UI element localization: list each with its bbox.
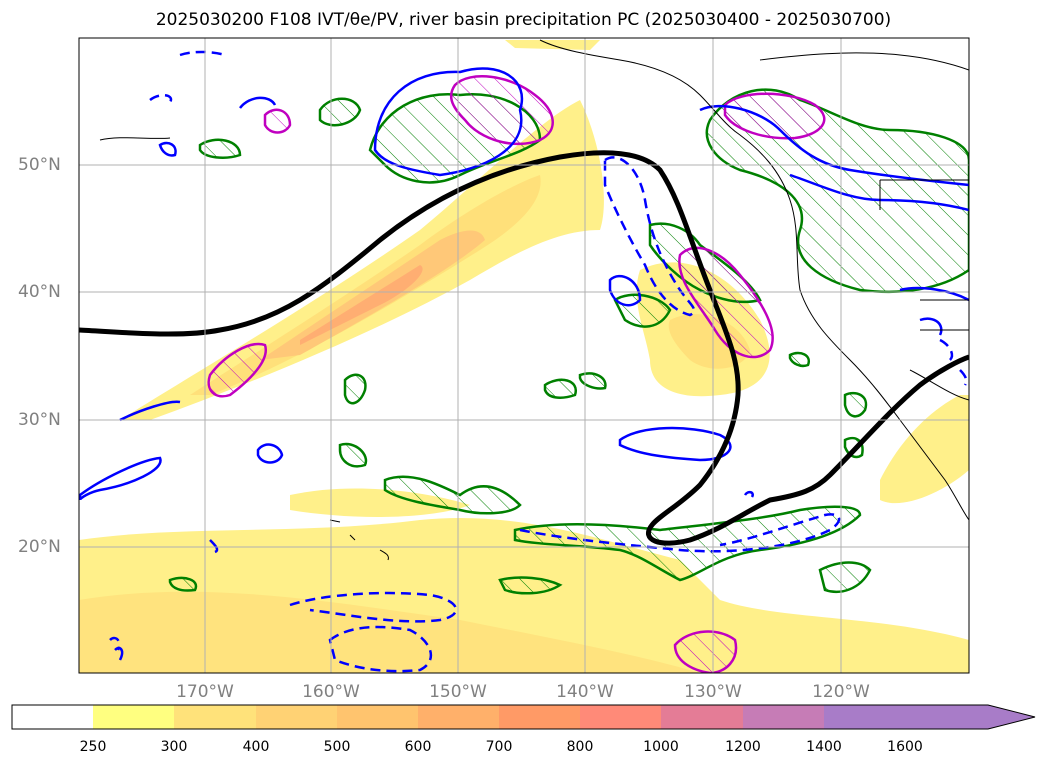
lon-label-170w: 170°W <box>176 682 234 702</box>
lon-label-120w: 120°W <box>812 682 870 702</box>
lat-label-40: 40°N <box>18 282 61 302</box>
colorbar-tick-300: 300 <box>160 739 188 755</box>
chart-title: 2025030200 F108 IVT/θe/PV, river basin p… <box>155 10 892 30</box>
jet-contour <box>79 150 969 546</box>
lon-label-140w: 140°W <box>556 682 614 702</box>
lon-label-150w: 150°W <box>429 682 487 702</box>
colorbar <box>11 704 1036 730</box>
lat-label-50: 50°N <box>18 155 61 175</box>
colorbar-tick-700: 700 <box>485 739 513 755</box>
lon-label-160w: 160°W <box>302 682 360 702</box>
colorbar-tick-1000: 1000 <box>643 739 679 755</box>
colorbar-tick-1600: 1600 <box>887 739 923 755</box>
lon-label-130w: 130°W <box>684 682 742 702</box>
colorbar-tick-1400: 1400 <box>806 739 842 755</box>
theta-e-dashed-contours <box>109 50 968 673</box>
colorbar-tick-250: 250 <box>79 739 107 755</box>
lat-label-30: 30°N <box>18 410 61 430</box>
map-frame <box>78 37 970 674</box>
coastlines <box>99 39 969 561</box>
colorbar-tick-800: 800 <box>566 739 594 755</box>
colorbar-tick-600: 600 <box>404 739 432 755</box>
gridlines <box>79 38 969 673</box>
colorbar-tick-500: 500 <box>323 739 351 755</box>
colorbar-tick-1200: 1200 <box>725 739 761 755</box>
colorbar-tick-400: 400 <box>242 739 270 755</box>
lat-label-20: 20°N <box>18 537 61 557</box>
